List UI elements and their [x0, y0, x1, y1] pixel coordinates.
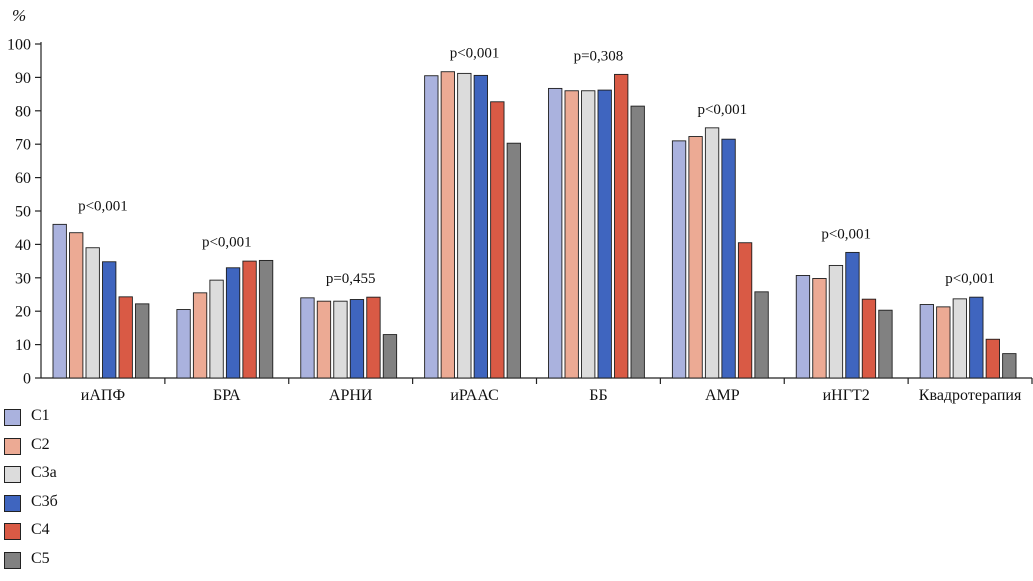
bar [366, 296, 381, 379]
legend-item-c3a: С3а [4, 464, 124, 495]
x-tick-label: АМР [705, 387, 740, 404]
p-value-label: p<0,001 [821, 226, 871, 242]
bar [349, 299, 365, 379]
y-tick-label: 100 [7, 37, 31, 54]
p-value-label: p<0,001 [78, 198, 128, 214]
bar [192, 292, 208, 379]
legend-item-c2: С2 [4, 435, 124, 467]
bar [985, 338, 1000, 379]
bar [135, 303, 150, 379]
x-tick-label: БРА [213, 387, 241, 404]
legend-swatch-c1 [4, 409, 21, 426]
x-tick-label: ББ [589, 387, 607, 404]
bar [506, 142, 521, 379]
legend-swatch-c5 [4, 551, 21, 569]
bar [300, 297, 315, 379]
bar [490, 101, 505, 379]
x-tick-label: АРНИ [329, 387, 373, 404]
legend-label-c1: С1 [31, 407, 50, 424]
bar [721, 138, 736, 379]
legend-label-c3a: С3а [31, 464, 57, 482]
bar [704, 127, 720, 379]
bar [118, 296, 133, 379]
bar [737, 242, 753, 379]
y-tick-label: 10 [15, 337, 31, 354]
x-tick-label: иРААС [450, 387, 498, 404]
bar [936, 306, 951, 379]
x-tick-label: иАПФ [81, 387, 125, 404]
y-tick-label: 80 [15, 103, 31, 120]
y-tick-label: 60 [15, 170, 31, 187]
p-value-label: p<0,001 [697, 102, 747, 118]
bar [316, 300, 332, 379]
y-tick-label: 90 [15, 70, 31, 87]
bar [614, 73, 629, 379]
bar [861, 298, 877, 379]
y-tick-label: 40 [15, 237, 31, 254]
y-axis-label: % [12, 6, 26, 25]
legend-swatch-c4 [4, 523, 21, 541]
bar [85, 247, 100, 379]
y-tick-label: 50 [15, 204, 31, 221]
bar [688, 136, 703, 379]
bar [597, 89, 612, 379]
p-value-label: p=0,455 [326, 271, 376, 287]
legend-label-c5: С5 [31, 549, 50, 567]
legend-item-c3b: С3б [4, 492, 124, 524]
legend-label-c2: С2 [31, 435, 50, 453]
legend-swatch-c2 [4, 437, 21, 455]
bar [812, 278, 827, 379]
bar [828, 264, 844, 379]
category-labels: иАПФ БРА АРНИ иРААС ББ АМР иНГТ2 Квадротерапия [81, 387, 1022, 404]
p-value-label: p<0,001 [202, 234, 252, 250]
p-value-label: p<0,001 [450, 46, 500, 62]
y-tick-label: 0 [23, 371, 31, 388]
legend-swatch-c3a [4, 466, 21, 484]
bar [754, 291, 769, 379]
bar [952, 298, 967, 379]
bar [69, 232, 84, 379]
x-tick-label: иНГТ2 [823, 387, 870, 404]
p-value-annotations: p<0,001 p<0,001 p=0,455 p<0,001 p=0,308 p<0,0… [78, 46, 995, 287]
legend-label-c4: С4 [31, 521, 50, 539]
legend-label-c3b: С3б [31, 492, 58, 510]
bars-group [52, 71, 1017, 379]
bar [878, 309, 893, 379]
bar [564, 90, 579, 379]
bar [209, 279, 224, 379]
y-tick-label: 30 [15, 270, 31, 287]
bar [1002, 353, 1017, 379]
bar [581, 90, 596, 379]
bar [225, 267, 241, 379]
legend-item-c4: С4 [4, 521, 124, 552]
bar [457, 72, 472, 379]
bar [630, 105, 645, 379]
bar [919, 304, 934, 379]
bar [242, 260, 257, 379]
bar [671, 140, 687, 379]
bar [333, 300, 348, 379]
bar [969, 296, 984, 379]
p-value-label: p<0,001 [945, 271, 995, 287]
bar [382, 334, 398, 379]
bar [795, 275, 811, 379]
bar [52, 223, 67, 379]
legend: С1 С2 С3а С3б С4 С5 [4, 407, 124, 581]
legend-item-c5: С5 [4, 549, 124, 581]
p-value-label: p=0,308 [574, 48, 624, 64]
bar [102, 261, 117, 379]
bar [473, 74, 488, 379]
legend-swatch-c3b [4, 494, 21, 512]
bar [548, 87, 563, 379]
bar [845, 251, 860, 379]
x-tick-label: Квадротерапия [919, 387, 1022, 404]
bar [176, 309, 191, 379]
bar [424, 75, 439, 379]
bar [258, 259, 274, 379]
y-tick-label: 20 [15, 304, 31, 321]
y-tick-label: 70 [15, 137, 31, 154]
legend-item-c1: С1 [4, 407, 124, 438]
bar [440, 71, 455, 379]
